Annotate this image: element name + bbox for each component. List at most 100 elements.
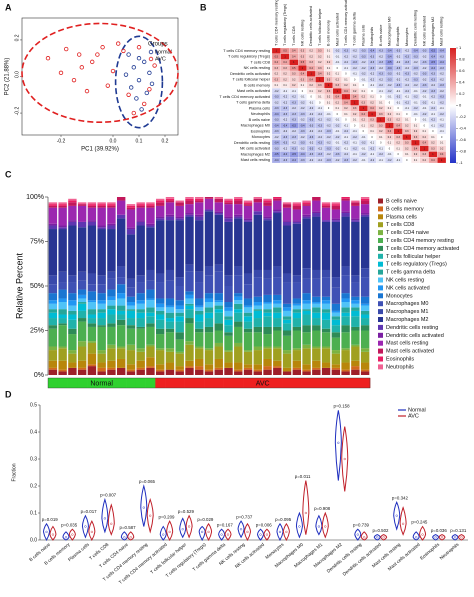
cell-value: -0.2 bbox=[413, 84, 418, 87]
cell-value: -0.2 bbox=[300, 136, 305, 139]
cell-value: -0.4 bbox=[387, 55, 392, 58]
bar-segment bbox=[175, 316, 184, 322]
bar-segment bbox=[165, 318, 175, 322]
bar-segment bbox=[273, 303, 282, 308]
bar-segment bbox=[146, 357, 155, 367]
bar-segment bbox=[185, 204, 194, 214]
bar-segment bbox=[292, 220, 302, 222]
bar-segment bbox=[195, 328, 204, 333]
cell-value: -0.2 bbox=[344, 130, 349, 133]
cell-value: -0.2 bbox=[344, 61, 349, 64]
bar-segment bbox=[331, 218, 341, 221]
cell-value: 0.4 bbox=[318, 73, 322, 76]
median bbox=[149, 514, 152, 517]
bar-segment bbox=[107, 204, 116, 206]
bar-segment bbox=[126, 305, 136, 310]
cell-value: -0.2 bbox=[379, 153, 384, 156]
group-band bbox=[360, 378, 371, 388]
bar-segment bbox=[156, 334, 165, 349]
bar-segment bbox=[116, 214, 126, 219]
cell-value: -0.2 bbox=[292, 107, 297, 110]
bar-segment bbox=[58, 371, 67, 375]
bar-segment bbox=[87, 291, 97, 301]
bar-segment bbox=[321, 221, 331, 270]
row-label: Neutrophils bbox=[251, 112, 270, 116]
bar-segment bbox=[165, 312, 175, 319]
group-band bbox=[321, 378, 332, 388]
cell-value: -0.1 bbox=[422, 107, 427, 110]
y-tick-label: -0.2 bbox=[14, 107, 20, 116]
cell-value: 0 bbox=[345, 119, 347, 122]
cell-value: -0.2 bbox=[326, 153, 331, 156]
bar-segment bbox=[292, 350, 302, 361]
cell-value: 1 bbox=[310, 73, 312, 76]
bar-segment bbox=[175, 309, 184, 313]
bar-segment bbox=[312, 348, 321, 361]
cell-value: -0.4 bbox=[387, 67, 392, 70]
bar-segment bbox=[87, 221, 97, 226]
violin bbox=[354, 528, 362, 541]
bar-segment bbox=[58, 309, 67, 315]
cell-value: 0 bbox=[371, 136, 373, 139]
bar-segment bbox=[48, 300, 58, 304]
bar-segment bbox=[243, 205, 253, 219]
bar-segment bbox=[126, 310, 136, 319]
cell-value: -0.4 bbox=[274, 113, 279, 116]
bar-segment bbox=[360, 277, 370, 297]
cell-value: 1 bbox=[276, 50, 278, 53]
bar-segment bbox=[156, 220, 165, 274]
cell-value: -0.2 bbox=[431, 96, 436, 99]
bar-segment bbox=[48, 202, 58, 205]
cell-value: -0.1 bbox=[379, 159, 384, 162]
bar-segment bbox=[341, 216, 350, 267]
bar-segment bbox=[175, 300, 184, 306]
cell-value: 0.4 bbox=[292, 55, 296, 58]
point bbox=[152, 63, 157, 68]
bar-segment bbox=[204, 198, 214, 210]
median bbox=[110, 522, 113, 525]
group-band bbox=[301, 378, 312, 388]
median bbox=[395, 514, 398, 517]
bar-segment bbox=[204, 348, 214, 351]
bar-segment bbox=[156, 273, 165, 283]
bar-segment bbox=[58, 204, 67, 206]
panel-label: C bbox=[5, 169, 12, 179]
cell-value: -0.3 bbox=[318, 142, 323, 145]
bar-segment bbox=[156, 198, 165, 201]
bar-segment bbox=[234, 204, 243, 215]
bar-segment bbox=[224, 302, 233, 308]
cell-value: 0.4 bbox=[309, 78, 313, 81]
cell-value: 1 bbox=[284, 55, 286, 58]
cell-value: 0.4 bbox=[301, 73, 305, 76]
cell-value: 0 bbox=[424, 124, 426, 127]
bar-segment bbox=[136, 205, 145, 208]
cell-value: -0.2 bbox=[405, 84, 410, 87]
bar-segment bbox=[175, 286, 184, 301]
violin bbox=[432, 534, 440, 541]
bar-segment bbox=[312, 330, 321, 347]
cell-value: -0.2 bbox=[361, 73, 366, 76]
bar-segment bbox=[116, 266, 126, 278]
median bbox=[363, 536, 366, 539]
bar-segment bbox=[341, 362, 350, 370]
bar-segment bbox=[48, 275, 58, 285]
bar-segment bbox=[312, 346, 321, 349]
bar-segment bbox=[360, 216, 370, 269]
p-value: p=0.131 bbox=[450, 528, 467, 533]
bar-segment bbox=[360, 303, 370, 306]
bar-segment bbox=[97, 293, 106, 301]
bar-segment bbox=[68, 314, 77, 320]
bar-segment bbox=[351, 275, 360, 283]
bar-segment bbox=[214, 214, 223, 265]
cell-value: 0.1 bbox=[440, 142, 444, 145]
point bbox=[110, 68, 116, 74]
bar-segment bbox=[97, 367, 106, 372]
bar-segment bbox=[302, 204, 311, 206]
cell-value: -0.2 bbox=[344, 55, 349, 58]
bar-segment bbox=[243, 218, 253, 221]
cell-value: 0.1 bbox=[344, 113, 348, 116]
bar-segment bbox=[302, 310, 311, 315]
cell-value: -0.1 bbox=[309, 101, 314, 104]
cell-value: -0.3 bbox=[274, 147, 279, 150]
bar-segment bbox=[146, 298, 155, 301]
